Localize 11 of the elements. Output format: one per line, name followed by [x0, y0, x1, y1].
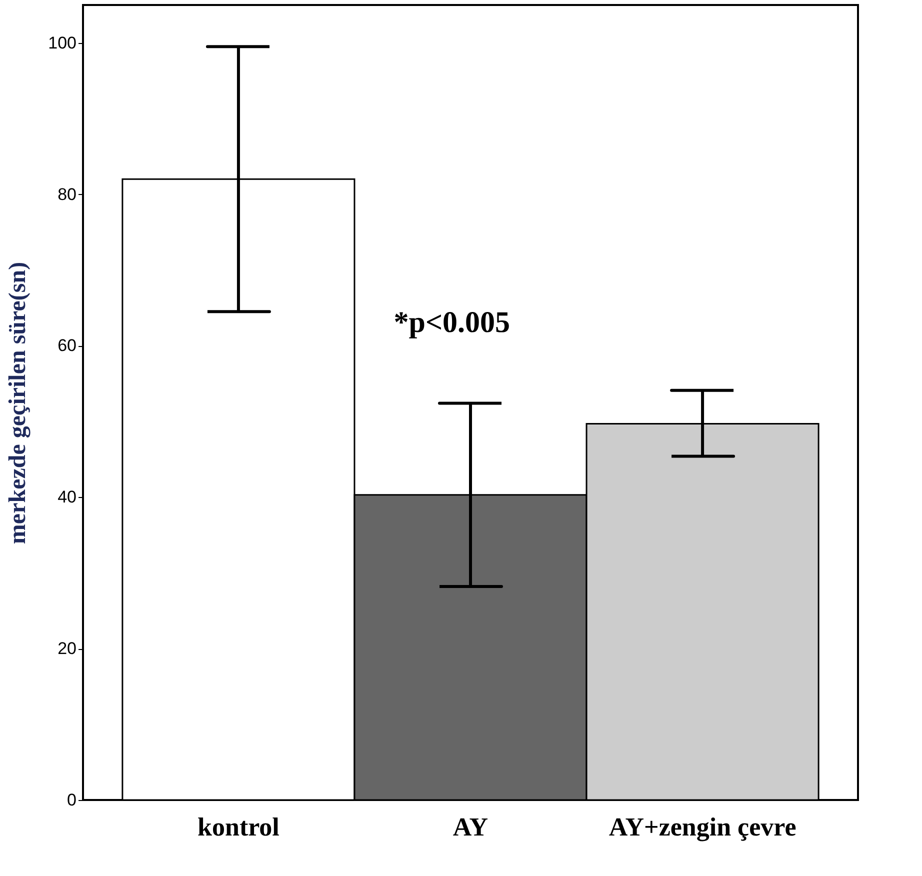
y-tick-label: 60	[58, 336, 76, 356]
y-tick-label: 0	[67, 790, 76, 810]
y-tick-label: 40	[58, 488, 76, 507]
y-tick-label: 80	[58, 184, 76, 204]
y-tick-label: 100	[48, 33, 76, 52]
x-tick-label: AY+zengin çevre	[608, 812, 796, 842]
y-tick-label: 20	[58, 639, 76, 658]
x-tick-label: AY	[452, 812, 488, 842]
y-axis-title: merkezde geçirilen süre(sn)	[5, 262, 32, 544]
annotation: *p<0.005	[394, 306, 510, 339]
x-tick-label: kontrol	[198, 812, 280, 842]
